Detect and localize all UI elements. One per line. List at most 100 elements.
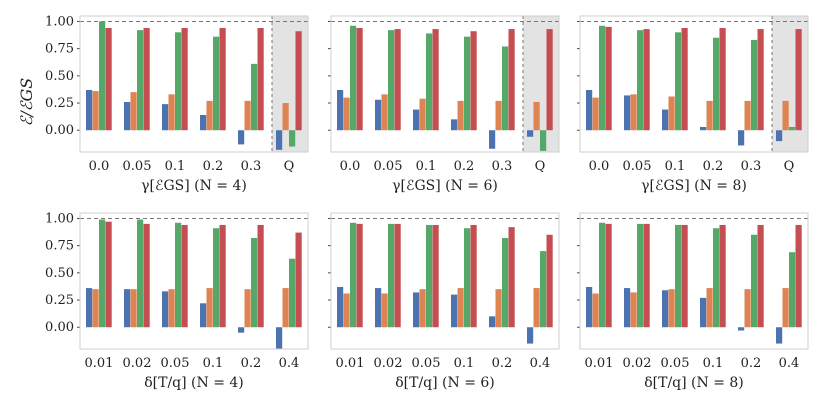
bar-series-1-0.05: [413, 292, 420, 328]
bar-series-1-0.02: [624, 288, 631, 328]
bar-series-1-Q: [776, 130, 783, 142]
bar-series-4-0.05: [643, 29, 650, 131]
bar-series-3-0.05: [175, 222, 182, 328]
x-tick-label: 0.02: [123, 356, 152, 371]
bar-series-2-0.2: [457, 100, 464, 131]
bar-series-1-0.3: [489, 130, 496, 149]
bar-series-3-Q: [540, 130, 547, 151]
y-tick-label: 1.00: [45, 211, 74, 226]
bar-series-3-Q: [289, 130, 296, 147]
bar-series-4-0.2: [719, 27, 726, 131]
quantum-shaded-region: [523, 16, 559, 152]
bar-series-4-0.1: [181, 27, 188, 131]
bar-series-2-0.1: [668, 96, 675, 131]
bar-series-3-0.1: [426, 33, 433, 131]
bar-series-3-0.2: [502, 238, 509, 328]
bar-series-2-0.2: [706, 100, 713, 131]
bar-series-3-0.4: [789, 252, 796, 328]
bar-series-1-0.05: [124, 101, 131, 131]
bar-series-4-0.2: [257, 224, 264, 328]
bar-series-3-0.2: [751, 234, 758, 328]
bar-series-3-0.0: [599, 25, 606, 131]
bar-series-2-0.01: [592, 293, 599, 328]
y-tick-label: 0.50: [45, 266, 74, 281]
chart-panel-6: 0.01 0.02 0.05 0.1 0.2 0.4 δ[T/q] (N = 8): [577, 212, 809, 391]
x-tick-label: 0.4: [779, 356, 800, 371]
bar-series-1-0.02: [124, 289, 131, 328]
bar-series-2-0.1: [419, 98, 426, 131]
bar-series-2-0.01: [343, 293, 350, 328]
bar-series-4-0.3: [508, 29, 515, 131]
x-tick-label: 0.2: [741, 356, 762, 371]
bar-series-2-Q: [782, 100, 789, 131]
bar-series-2-0.0: [343, 97, 350, 131]
bar-series-1-0.1: [700, 297, 707, 328]
bar-series-1-0.1: [662, 109, 669, 131]
bar-series-3-0.1: [675, 32, 682, 131]
bar-series-2-0.0: [592, 97, 599, 131]
bar-series-3-0.01: [599, 222, 606, 328]
bar-series-3-0.1: [213, 228, 220, 328]
x-axis-label: γ[ℰGS] (N = 4): [141, 178, 247, 194]
x-tick-label: 0.2: [454, 159, 475, 174]
bar-series-2-0.02: [381, 293, 388, 328]
x-axis-label: γ[ℰGS] (N = 8): [641, 178, 747, 194]
bar-series-4-0.2: [757, 224, 764, 328]
bar-series-2-0.1: [206, 288, 213, 328]
plot-frame: [79, 15, 309, 153]
x-tick-label: Q: [784, 159, 795, 174]
plot-frame: [330, 212, 560, 350]
x-tick-label: 0.01: [585, 356, 614, 371]
bar-series-3-0.3: [251, 63, 258, 131]
x-tick-label: 0.01: [85, 356, 114, 371]
bar-series-3-0.05: [637, 30, 644, 131]
bar-series-3-0.0: [350, 25, 357, 131]
bar-series-3-Q: [789, 126, 796, 131]
x-tick-label: 0.05: [661, 356, 690, 371]
bar-series-2-0.05: [130, 92, 137, 131]
bar-series-2-0.1: [168, 94, 175, 131]
bar-series-2-0.3: [744, 100, 751, 131]
bar-series-2-0.3: [244, 100, 251, 131]
x-axis-label: δ[T/q] (N = 6): [395, 375, 495, 391]
bar-series-1-0.2: [700, 126, 707, 131]
bar-series-3-0.05: [426, 224, 433, 328]
bar-series-4-0.05: [432, 224, 439, 328]
bar-series-4-Q: [795, 29, 802, 131]
bar-series-1-0.4: [527, 327, 534, 344]
bar-series-2-0.05: [630, 94, 637, 131]
bar-series-2-0.4: [282, 288, 289, 328]
bar-series-3-0.01: [350, 222, 357, 328]
x-tick-label: 0.05: [412, 356, 441, 371]
bar-series-4-0.4: [795, 224, 802, 328]
bar-series-3-0.05: [137, 30, 144, 131]
bar-series-4-0.01: [605, 223, 612, 328]
bar-series-1-0.3: [238, 130, 245, 145]
bar-series-4-0.1: [470, 224, 477, 328]
x-tick-label: 0.05: [623, 159, 652, 174]
bar-series-1-0.02: [375, 288, 382, 328]
x-tick-label: 0.3: [241, 159, 262, 174]
bar-series-3-0.1: [175, 32, 182, 131]
bar-series-3-0.1: [713, 228, 720, 328]
bar-series-2-0.2: [495, 289, 502, 328]
bar-series-4-0.0: [356, 27, 363, 131]
x-tick-label: 0.1: [416, 159, 437, 174]
bar-series-4-0.0: [105, 27, 112, 131]
y-tick-label: 0.25: [45, 96, 74, 111]
x-tick-label: 0.05: [374, 159, 403, 174]
bar-series-1-0.1: [413, 109, 420, 131]
bar-series-1-0.05: [662, 290, 669, 328]
bar-series-2-0.05: [668, 289, 675, 328]
bar-series-2-0.05: [419, 289, 426, 328]
bar-series-4-0.2: [508, 227, 515, 328]
x-tick-label: 0.1: [703, 356, 724, 371]
bar-series-3-0.2: [213, 36, 220, 131]
chart-panel-5: 0.01 0.02 0.05 0.1 0.2 0.4 δ[T/q] (N = 6): [328, 212, 560, 391]
bar-series-4-0.02: [143, 223, 150, 328]
bar-series-4-0.0: [605, 26, 612, 131]
bar-series-4-0.2: [470, 31, 477, 131]
bar-series-4-0.4: [295, 232, 302, 328]
quantum-shaded-region: [272, 16, 308, 152]
